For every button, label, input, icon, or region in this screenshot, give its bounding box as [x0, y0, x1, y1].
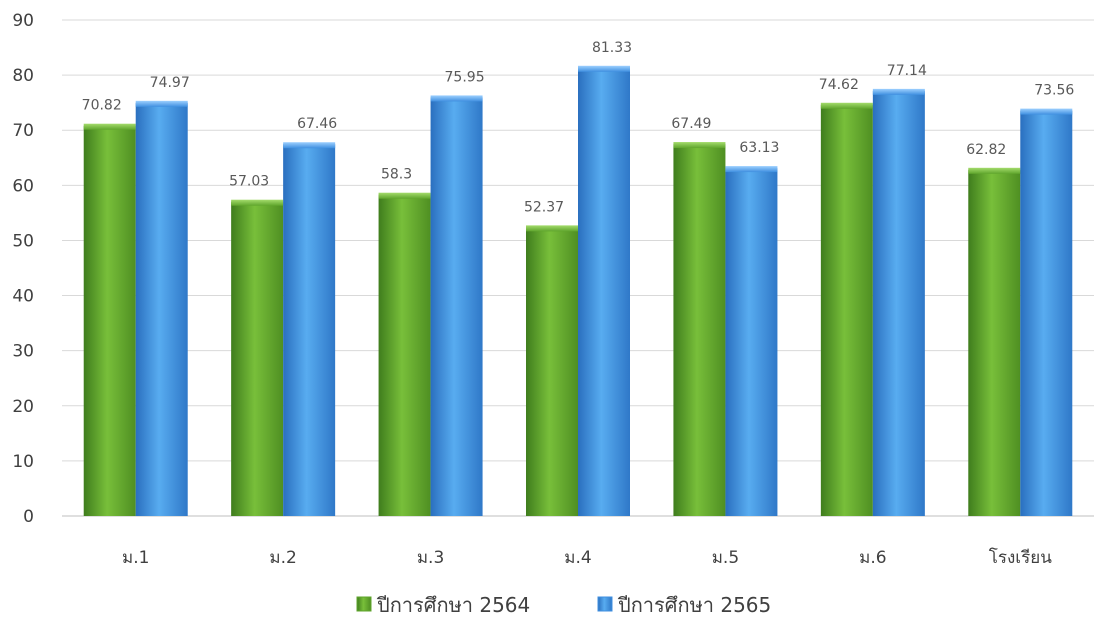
legend-label: ปีการศึกษา 2564 — [377, 593, 531, 617]
data-label: 58.3 — [381, 167, 412, 183]
legend-label: ปีการศึกษา 2565 — [618, 593, 772, 617]
bar — [725, 168, 778, 516]
data-label: 74.62 — [819, 77, 859, 93]
x-tick-label: โรงเรียน — [989, 547, 1052, 568]
bar-cap — [378, 192, 431, 199]
bar — [231, 201, 284, 516]
y-tick-label: 70 — [12, 121, 34, 141]
bar — [83, 125, 136, 516]
y-tick-label: 30 — [12, 342, 34, 362]
bar — [135, 102, 188, 516]
x-tick-label: ม.6 — [859, 548, 886, 568]
data-label: 73.56 — [1034, 83, 1074, 99]
bar-cap — [725, 166, 778, 173]
x-tick-label: ม.5 — [712, 548, 739, 568]
y-tick-label: 60 — [12, 176, 34, 196]
data-label: 77.14 — [887, 63, 927, 79]
bar — [820, 104, 873, 516]
x-axis: ม.1 ม.2 ม.3 ม.4 ม.5 ม.6 โรงเรียน — [122, 547, 1052, 568]
data-label: 74.97 — [150, 75, 190, 91]
bar-cap — [820, 102, 873, 109]
bar — [968, 169, 1021, 517]
data-label: 52.37 — [524, 199, 564, 215]
y-axis: 0 10 20 30 40 50 60 70 80 90 — [12, 11, 34, 527]
y-tick-label: 20 — [12, 397, 34, 417]
bar-cap — [872, 88, 925, 95]
data-label: 57.03 — [229, 174, 269, 190]
data-labels: 70.82 74.97 57.03 67.46 58.3 75.95 52.37 81.33 6… — [82, 40, 1075, 216]
x-tick-label: ม.4 — [564, 548, 591, 568]
x-tick-label: ม.2 — [269, 548, 296, 568]
x-tick-label: ม.1 — [122, 548, 149, 568]
bar — [430, 97, 483, 516]
legend-swatch — [597, 596, 613, 612]
data-label: 63.13 — [739, 140, 779, 156]
y-tick-label: 10 — [12, 452, 34, 472]
data-label: 62.82 — [966, 142, 1006, 158]
y-tick-label: 50 — [12, 231, 34, 251]
bar — [872, 90, 925, 516]
bars — [83, 65, 1073, 517]
y-tick-label: 80 — [12, 66, 34, 86]
data-label: 70.82 — [82, 98, 122, 114]
bar-cap — [578, 65, 630, 72]
data-label: 67.46 — [297, 116, 337, 132]
legend: ปีการศึกษา 2564 ปีการศึกษา 2565 — [356, 593, 772, 617]
y-tick-label: 40 — [12, 287, 34, 307]
bar — [578, 67, 630, 516]
bar-cap — [968, 167, 1021, 174]
y-tick-label: 0 — [23, 507, 34, 527]
bar — [526, 227, 578, 516]
bar-cap — [1020, 108, 1073, 115]
bar-cap — [231, 199, 284, 206]
data-label: 81.33 — [592, 40, 632, 56]
bar-cap — [526, 225, 578, 232]
bar — [378, 194, 431, 517]
x-tick-label: ม.3 — [417, 548, 444, 568]
y-tick-label: 90 — [12, 11, 34, 31]
data-label: 67.49 — [671, 116, 711, 132]
data-label: 75.95 — [445, 69, 485, 85]
bar-cap — [135, 100, 188, 107]
bar-cap — [83, 123, 136, 130]
bar — [283, 144, 336, 516]
bar-cap — [430, 95, 483, 102]
bar — [1020, 110, 1073, 517]
bar-cap — [283, 142, 336, 149]
legend-swatch — [356, 596, 372, 612]
bar-cap — [673, 142, 726, 149]
bar — [673, 144, 726, 516]
